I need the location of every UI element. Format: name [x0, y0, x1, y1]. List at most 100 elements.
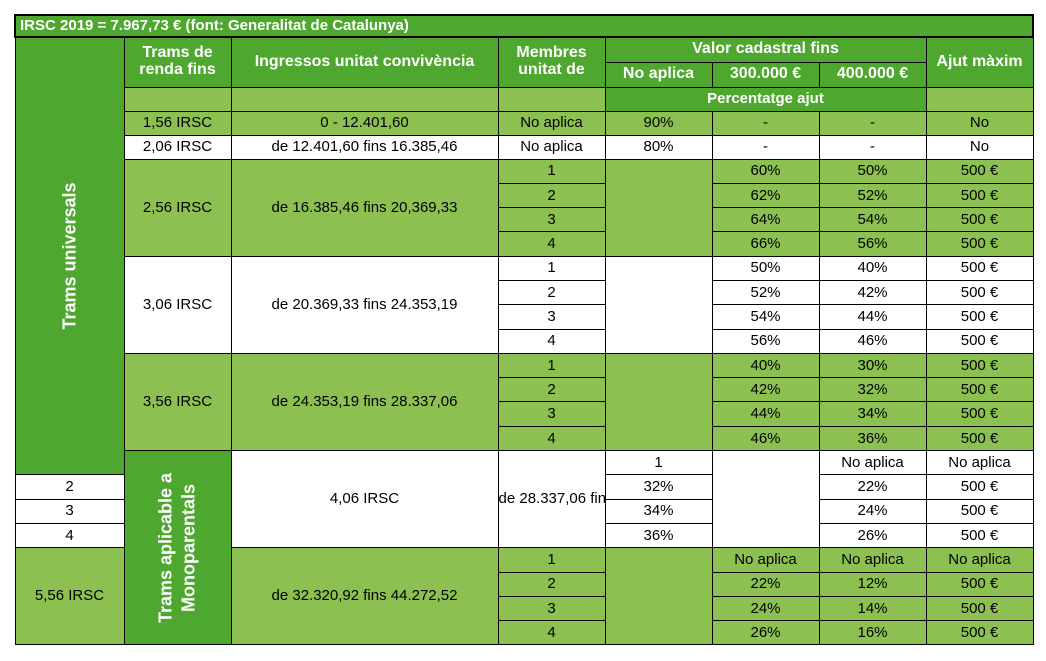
table-row: 4 56% 46% 500 €	[15, 328, 1034, 354]
valor-300000-cell: 56%	[711, 328, 820, 354]
tram-cell: 2,56 IRSC	[123, 158, 232, 257]
valor-400000-cell: 24%	[818, 498, 927, 524]
membres-cell: No aplica	[497, 134, 606, 160]
valor-300000-cell: 26%	[711, 620, 820, 646]
valor-300000-cell: 50%	[711, 255, 820, 281]
valor-300000-cell: 44%	[711, 401, 820, 427]
side-label-monoparentals: Trams aplicable a Monoparentals	[123, 450, 232, 646]
valor-300000-cell: 64%	[711, 207, 820, 233]
membres-cell: 1	[604, 450, 713, 476]
tram-cell: 2,06 IRSC	[123, 134, 232, 160]
table-row: 4 36% 26% 500 €	[14, 522, 1034, 549]
no-aplica-cell	[711, 450, 820, 549]
valor-300000-cell: 42%	[711, 377, 820, 403]
valor-400000-cell: 42%	[818, 279, 927, 306]
table-row: 4 26% 16% 500 €	[15, 620, 1034, 646]
valor-400000-cell: 54%	[818, 207, 927, 233]
membres-cell: 3	[497, 595, 606, 622]
membres-cell: 4	[14, 522, 125, 549]
table-row: 3,06 IRSC de 20.369,33 fins 24.353,19 1 50%…	[15, 255, 1034, 354]
ajut-maxim-cell: 500 €	[925, 401, 1034, 427]
table-row: 5,56 IRSC de 32.320,92 fins 44.272,52 1 No …	[14, 547, 1034, 646]
valor-400000-cell: 44%	[818, 304, 927, 330]
ajut-maxim-cell: 500 €	[925, 522, 1034, 549]
no-aplica-cell	[604, 255, 713, 354]
no-aplica-cell	[604, 352, 713, 452]
table-row: 2 62% 52% 500 €	[15, 182, 1034, 209]
valor-400000-cell: -	[818, 110, 927, 136]
table-row: 3 24% 14% 500 €	[15, 595, 1034, 622]
table-row: 3 54% 44% 500 €	[15, 304, 1034, 330]
valor-400000-cell: 16%	[818, 620, 927, 646]
valor-300000-cell: 54%	[711, 304, 820, 330]
valor-300000-cell: 52%	[711, 279, 820, 306]
no-aplica-cell: 80%	[604, 134, 713, 160]
header-percentatge-ajut: Percentatge ajut	[604, 86, 927, 112]
valor-300000-cell: 34%	[604, 498, 713, 524]
membres-cell: 2	[497, 182, 606, 209]
no-aplica-cell: 90%	[604, 110, 713, 136]
table-row: 4 66% 56% 500 €	[15, 231, 1034, 257]
valor-400000-cell: 36%	[818, 425, 927, 452]
valor-300000-cell: 62%	[711, 182, 820, 209]
valor-400000-cell: 26%	[818, 522, 927, 549]
membres-cell: 2	[497, 571, 606, 597]
membres-cell: 1	[497, 547, 606, 573]
no-aplica-cell	[604, 158, 713, 257]
valor-400000-cell: No aplica	[818, 547, 927, 573]
tram-cell: 4,06 IRSC	[230, 450, 499, 549]
header-trams: Trams de renda fins	[123, 36, 232, 88]
ajut-maxim-cell: 500 €	[925, 182, 1034, 209]
valor-300000-cell: -	[711, 134, 820, 160]
header-ajut-maxim: Ajut màxim	[925, 36, 1034, 88]
table-row: 3 44% 34% 500 €	[15, 401, 1034, 427]
table-row: Trams aplicable a Monoparentals 4,06 IRSC d…	[15, 450, 1034, 646]
ajut-maxim-cell: No aplica	[925, 547, 1034, 573]
valor-300000-cell: No aplica	[818, 450, 927, 476]
tram-cell: 3,56 IRSC	[123, 352, 232, 452]
valor-400000-cell: No aplica	[925, 450, 1034, 476]
valor-400000-cell: 14%	[818, 595, 927, 622]
membres-cell: 4	[497, 231, 606, 257]
ajut-maxim-cell: 500 €	[925, 328, 1034, 354]
ingressos-cell: de 12.401,60 fins 16.385,46	[230, 134, 499, 160]
ajut-maxim-cell: 500 €	[925, 158, 1034, 184]
no-aplica-cell	[604, 547, 713, 646]
table-row: 3 34% 24% 500 €	[14, 498, 1034, 524]
table-row: 2,06 IRSC de 12.401,60 fins 16.385,46 No a…	[15, 134, 1034, 160]
valor-300000-cell: 46%	[711, 425, 820, 452]
ingressos-cell: de 28.337,06 fins 32.320,92	[497, 450, 606, 549]
ajut-maxim-cell: No	[925, 110, 1034, 136]
valor-300000-cell: 32%	[604, 474, 713, 500]
table-row: 1,56 IRSC 0 - 12.401,60 No aplica 90% - - No	[15, 110, 1034, 136]
membres-cell: No aplica	[497, 110, 606, 136]
ajut-maxim-cell: 500 €	[925, 279, 1034, 306]
valor-300000-cell: No aplica	[711, 547, 820, 573]
membres-cell: 3	[497, 207, 606, 233]
table-row: 2 32% 22% 500 €	[14, 474, 1034, 500]
header-spacer	[925, 86, 1034, 112]
membres-cell: 4	[497, 328, 606, 354]
table-row: 2 52% 42% 500 €	[15, 279, 1034, 306]
tram-cell: 5,56 IRSC	[14, 547, 125, 646]
table-row: 2 22% 12% 500 €	[15, 571, 1034, 597]
table-row: 2,56 IRSC de 16.385,46 fins 20,369,33 1 60%…	[15, 158, 1034, 257]
membres-cell: 2	[497, 377, 606, 403]
ingressos-cell: de 20.369,33 fins 24.353,19	[230, 255, 499, 354]
ajut-maxim-cell: 500 €	[925, 304, 1034, 330]
valor-400000-cell: 30%	[818, 352, 927, 379]
ajut-maxim-cell: 500 €	[925, 352, 1034, 379]
header-spacer	[497, 86, 606, 112]
membres-cell: 4	[497, 425, 606, 452]
ajut-maxim-cell: 500 €	[925, 474, 1034, 500]
membres-cell: 2	[497, 279, 606, 306]
ajut-maxim-cell: 500 €	[925, 595, 1034, 622]
ajut-maxim-cell: 500 €	[925, 571, 1034, 597]
valor-300000-cell: 60%	[711, 158, 820, 184]
valor-400000-cell: 56%	[818, 231, 927, 257]
ajut-maxim-cell: 500 €	[925, 207, 1034, 233]
ingressos-cell: de 32.320,92 fins 44.272,52	[230, 547, 499, 646]
tram-cell: 3,06 IRSC	[123, 255, 232, 354]
membres-cell: 1	[497, 158, 606, 184]
ajut-maxim-cell: 500 €	[925, 498, 1034, 524]
